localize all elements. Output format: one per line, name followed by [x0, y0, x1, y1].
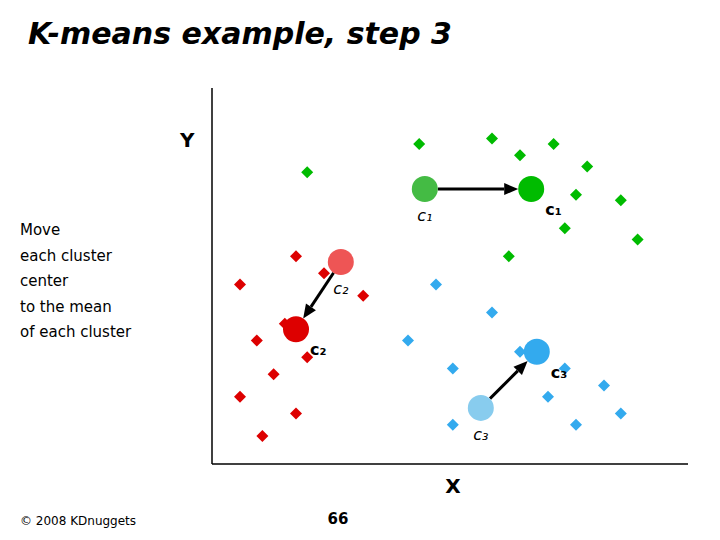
html-text:X: X: [445, 474, 461, 498]
html-text:Move each cluster center to th: Move each cluster center to the mean of …: [20, 221, 132, 341]
svg-text:c₃: c₃: [473, 425, 488, 444]
html-text:K-means example, step 3: K-means example, step 3: [28, 16, 452, 51]
html-text:Y: Y: [180, 128, 195, 152]
svg-text:c₂: c₂: [310, 340, 327, 359]
html-text:66: 66: [327, 510, 349, 528]
svg-text:c₁: c₁: [417, 206, 432, 225]
svg-text:c₃: c₃: [551, 363, 568, 382]
svg-text:c₁: c₁: [545, 200, 562, 219]
html-text:© 2008 KDnuggets: © 2008 KDnuggets: [20, 514, 137, 528]
svg-text:c₂: c₂: [333, 279, 349, 298]
